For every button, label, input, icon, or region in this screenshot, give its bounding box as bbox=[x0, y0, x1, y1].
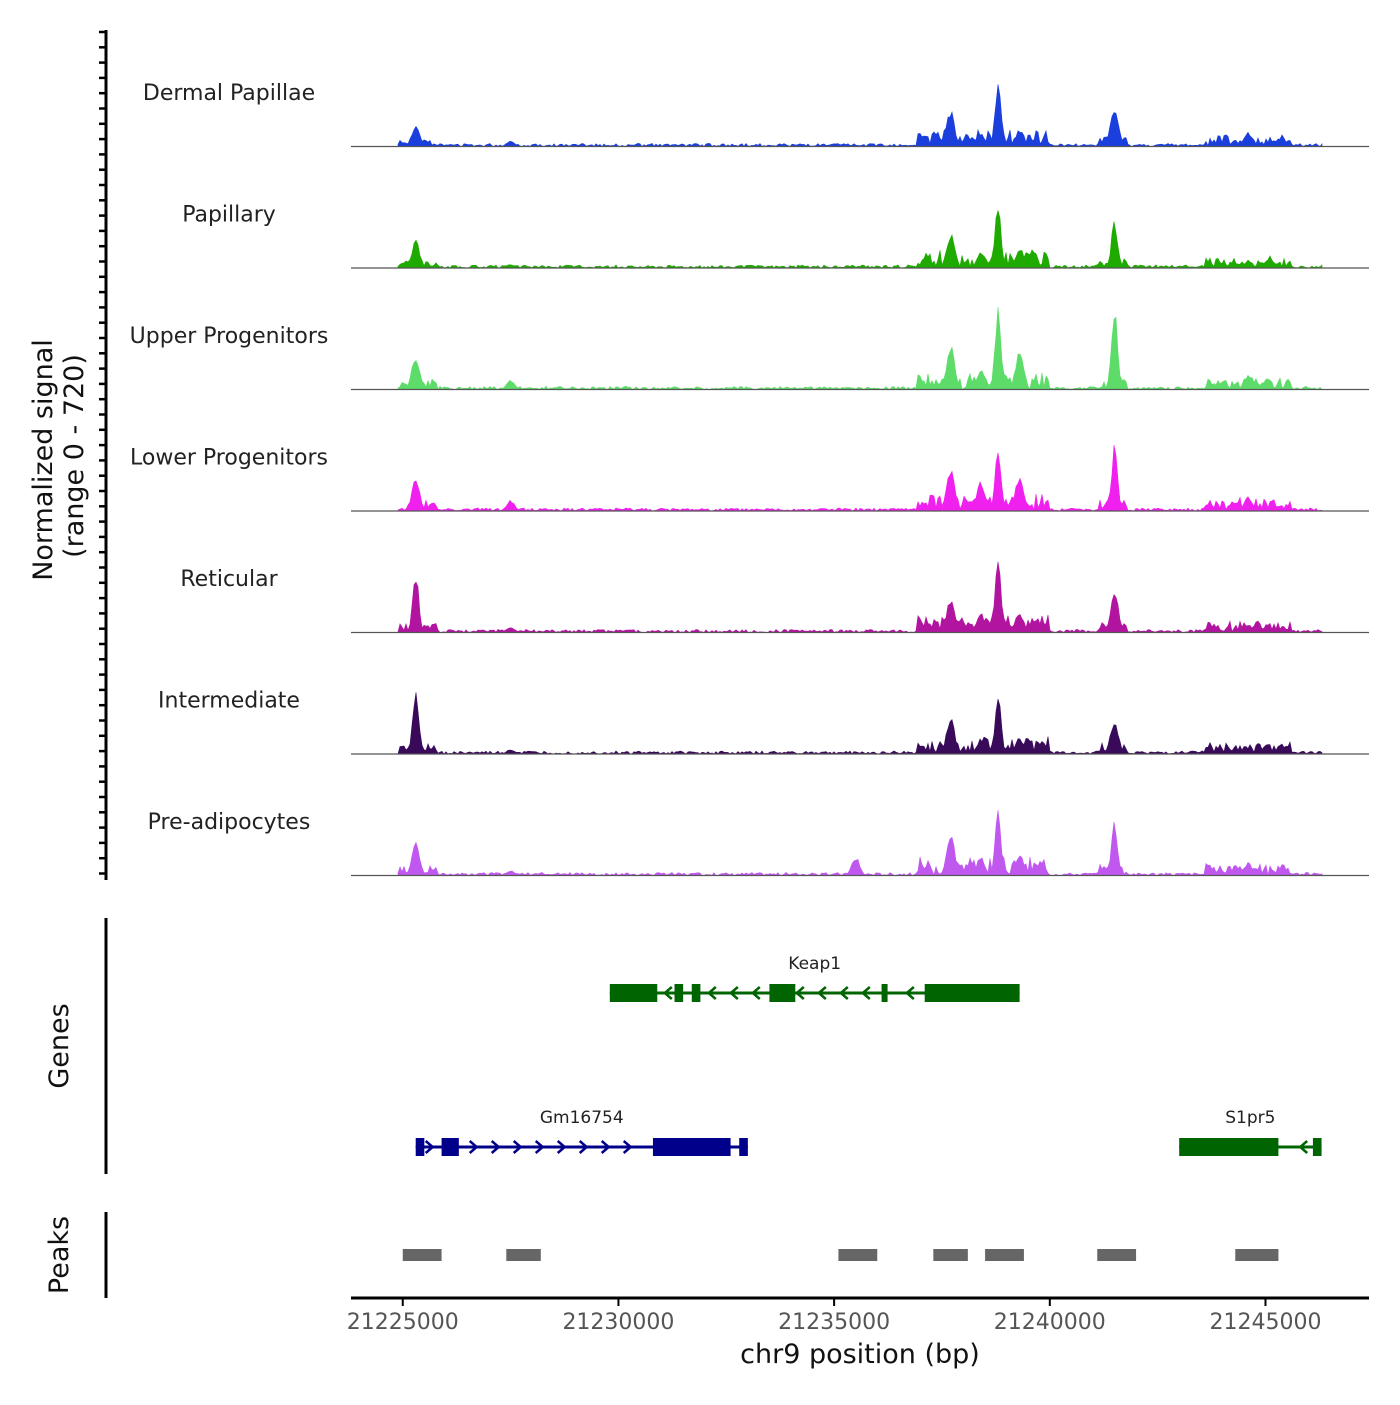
coverage-area bbox=[398, 810, 1322, 875]
gene-keap1: Keap1 bbox=[610, 954, 1020, 1002]
track-1: Papillary bbox=[182, 203, 1369, 269]
peak-region bbox=[985, 1249, 1024, 1261]
x-axis-title: chr9 position (bp) bbox=[740, 1339, 980, 1370]
signal-y-axis bbox=[99, 30, 106, 880]
coverage-area bbox=[398, 211, 1322, 268]
track-0: Dermal Papillae bbox=[143, 81, 1369, 147]
track-label: Reticular bbox=[180, 567, 278, 592]
track-6: Pre-adipocytes bbox=[148, 810, 1369, 876]
x-tick-label: 21245000 bbox=[1209, 1310, 1321, 1335]
gene-gm16754: Gm16754 bbox=[416, 1108, 748, 1156]
gene-label: S1pr5 bbox=[1225, 1108, 1275, 1128]
y-axis-title: Normalized signal bbox=[28, 339, 59, 581]
coverage-area bbox=[398, 445, 1322, 511]
gene-exon bbox=[675, 984, 684, 1002]
track-label: Intermediate bbox=[158, 689, 300, 714]
peak-region bbox=[403, 1249, 442, 1261]
coverage-plot: Dermal Papillae Papillary Upper Progenitor… bbox=[0, 0, 1400, 1400]
genome-browser-figure: Dermal Papillae Papillary Upper Progenitor… bbox=[0, 0, 1400, 1400]
coverage-area bbox=[398, 692, 1322, 754]
track-label: Dermal Papillae bbox=[143, 81, 315, 106]
coverage-tracks: Dermal Papillae Papillary Upper Progenitor… bbox=[130, 81, 1369, 876]
peak-region bbox=[506, 1249, 541, 1261]
gene-exon bbox=[692, 984, 701, 1002]
track-4: Reticular bbox=[180, 562, 1369, 633]
gene-exon bbox=[1313, 1138, 1322, 1156]
gene-exon bbox=[925, 984, 1020, 1002]
track-2: Upper Progenitors bbox=[130, 307, 1369, 389]
y-axis-subtitle: (range 0 - 720) bbox=[59, 354, 90, 558]
peaks-track-title: Peaks bbox=[44, 1216, 75, 1294]
track-label: Upper Progenitors bbox=[130, 324, 329, 349]
genes-track-title: Genes bbox=[44, 1003, 75, 1088]
genes-track: Genes Keap1 Gm16754 S1pr5 bbox=[44, 918, 1322, 1174]
x-tick-label: 21230000 bbox=[562, 1310, 674, 1335]
peaks-track: Peaks bbox=[44, 1212, 1278, 1298]
peak-region bbox=[1235, 1249, 1278, 1261]
coverage-area bbox=[398, 307, 1322, 389]
x-tick-label: 21235000 bbox=[778, 1310, 890, 1335]
gene-exon bbox=[610, 984, 657, 1002]
position-x-axis: 21225000 21230000 21235000 21240000 21245000 bbox=[347, 1298, 1369, 1335]
peak-region bbox=[933, 1249, 968, 1261]
gene-exon bbox=[769, 984, 795, 1002]
gene-exon bbox=[442, 1138, 459, 1156]
coverage-area bbox=[398, 562, 1322, 633]
gene-s1pr5: S1pr5 bbox=[1179, 1108, 1321, 1156]
coverage-area bbox=[398, 84, 1322, 146]
gene-label: Keap1 bbox=[788, 954, 841, 974]
x-tick-label: 21225000 bbox=[347, 1310, 459, 1335]
gene-exon bbox=[882, 984, 888, 1002]
gene-exon bbox=[1179, 1138, 1278, 1156]
peak-region bbox=[838, 1249, 877, 1261]
x-tick-label: 21240000 bbox=[994, 1310, 1106, 1335]
track-5: Intermediate bbox=[158, 689, 1369, 755]
track-label: Lower Progenitors bbox=[130, 446, 328, 471]
track-3: Lower Progenitors bbox=[130, 445, 1369, 511]
gene-exon bbox=[739, 1138, 748, 1156]
gene-exon bbox=[653, 1138, 731, 1156]
track-label: Pre-adipocytes bbox=[148, 810, 311, 835]
gene-exon bbox=[416, 1138, 425, 1156]
peak-region bbox=[1097, 1249, 1136, 1261]
track-label: Papillary bbox=[182, 203, 276, 228]
gene-label: Gm16754 bbox=[540, 1108, 624, 1128]
